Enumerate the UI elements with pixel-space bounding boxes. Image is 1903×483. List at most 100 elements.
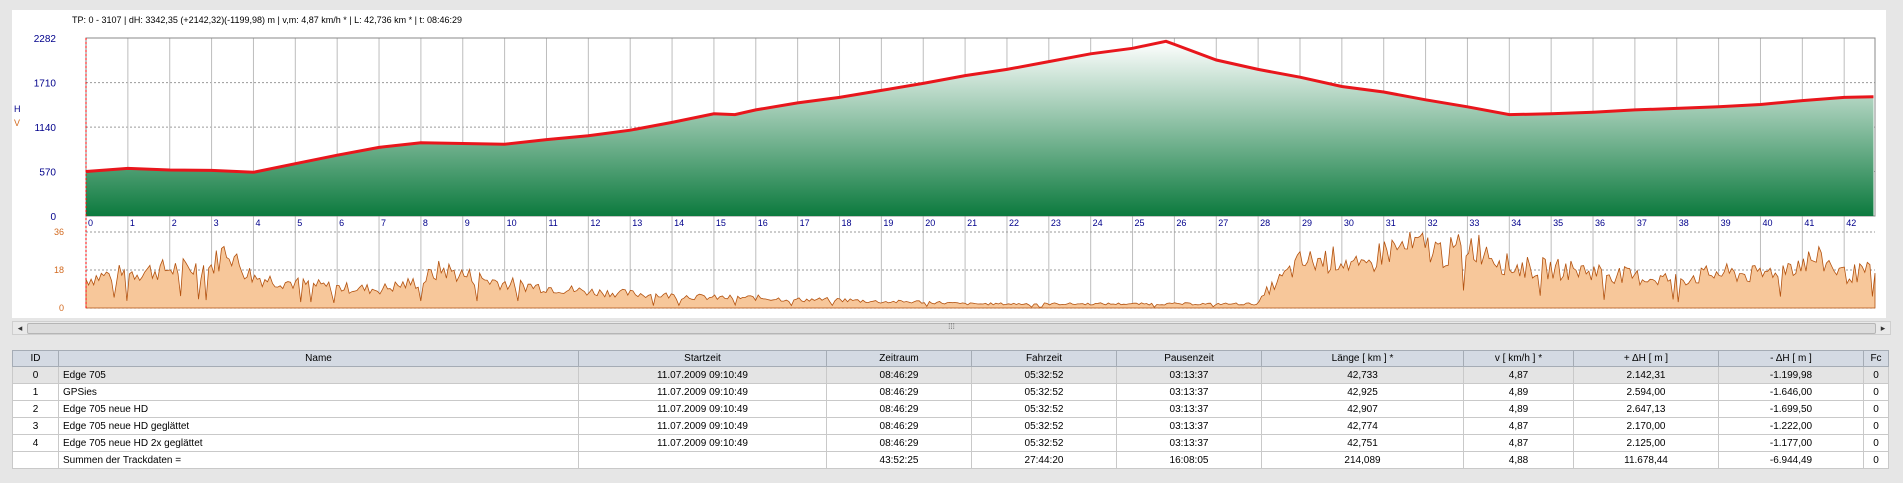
speed-y-tick-label: 18 <box>54 265 64 275</box>
table-cell <box>12 451 59 469</box>
x-tick-label: 38 <box>1679 218 1689 228</box>
x-tick-label: 4 <box>255 218 260 228</box>
table-cell: 42,907 <box>1261 400 1464 418</box>
column-header[interactable]: Länge [ km ] * <box>1261 350 1464 367</box>
x-tick-label: 19 <box>883 218 893 228</box>
x-tick-label: 29 <box>1302 218 1312 228</box>
table-cell: 2.142,31 <box>1573 366 1719 384</box>
column-header[interactable]: Startzeit <box>578 350 827 367</box>
y-tick-label: 1140 <box>34 123 56 134</box>
table-cell: 27:44:20 <box>971 451 1117 469</box>
table-cell: -1.699,50 <box>1718 400 1864 418</box>
table-row[interactable]: 4 Edge 705 neue HD 2x geglättet 11.07.2009… <box>12 434 1889 452</box>
column-header[interactable]: Zeitraum <box>826 350 972 367</box>
column-header[interactable]: Fahrzeit <box>971 350 1117 367</box>
table-cell: 3 <box>12 417 59 435</box>
table-cell: 0 <box>1863 434 1889 452</box>
x-tick-label: 10 <box>507 218 517 228</box>
elevation-area <box>86 41 1874 216</box>
chart-scrollbar[interactable]: ◂ ⁞⁞⁞ ▸ <box>12 321 1891 335</box>
x-tick-label: 11 <box>548 218 557 228</box>
table-cell: 03:13:37 <box>1116 434 1262 452</box>
table-cell: 2 <box>12 400 59 418</box>
column-header[interactable]: v [ km/h ] * <box>1463 350 1574 367</box>
table-cell: Edge 705 neue HD 2x geglättet <box>58 434 579 452</box>
table-row[interactable]: 1 GPSies 11.07.2009 09:10:49 08:46:29 05:32:… <box>12 383 1889 401</box>
column-header[interactable]: - ΔH [ m ] <box>1718 350 1864 367</box>
table-cell: 05:32:52 <box>971 366 1117 384</box>
table-cell: 42,733 <box>1261 366 1464 384</box>
y-tick-label: 0 <box>50 212 56 223</box>
column-header[interactable]: + ΔH [ m ] <box>1573 350 1719 367</box>
axis-label-h: H <box>14 104 21 114</box>
x-tick-label: 22 <box>1009 218 1019 228</box>
table-cell: 11.07.2009 09:10:49 <box>578 434 827 452</box>
x-tick-label: 23 <box>1051 218 1061 228</box>
table-cell: -6.944,49 <box>1718 451 1864 469</box>
table-cell: 08:46:29 <box>826 417 972 435</box>
speed-y-tick-label: 36 <box>54 227 64 237</box>
x-tick-label: 1 <box>130 218 135 228</box>
scroll-thumb[interactable]: ⁞⁞⁞ <box>27 322 1876 334</box>
scroll-left-arrow-icon[interactable]: ◂ <box>17 323 23 333</box>
table-cell: 03:13:37 <box>1116 417 1262 435</box>
x-tick-label: 13 <box>632 218 642 228</box>
y-tick-label: 570 <box>39 168 56 179</box>
table-row[interactable]: 3 Edge 705 neue HD geglättet 11.07.2009 09… <box>12 417 1889 435</box>
table-cell: 4,89 <box>1463 400 1574 418</box>
table-cell: 08:46:29 <box>826 434 972 452</box>
table-cell: 11.07.2009 09:10:49 <box>578 400 827 418</box>
x-tick-label: 30 <box>1344 218 1354 228</box>
x-tick-label: 16 <box>758 218 768 228</box>
table-cell: 05:32:52 <box>971 417 1117 435</box>
track-status-line: TP: 0 - 3107 | dH: 3342,35 (+2142,32)(-1… <box>72 15 462 25</box>
x-tick-label: 8 <box>423 218 428 228</box>
table-cell: 2.125,00 <box>1573 434 1719 452</box>
speed-y-ticks: 36 18 0 <box>54 227 64 313</box>
x-tick-label: 14 <box>674 218 684 228</box>
x-tick-label: 36 <box>1595 218 1605 228</box>
table-cell: 05:32:52 <box>971 383 1117 401</box>
table-cell: -1.199,98 <box>1718 366 1864 384</box>
x-tick-label: 35 <box>1553 218 1563 228</box>
x-tick-label: 21 <box>967 218 977 228</box>
x-tick-label: 15 <box>716 218 726 228</box>
column-header[interactable]: Pausenzeit <box>1116 350 1262 367</box>
table-row[interactable]: Summen der Trackdaten = 43:52:25 27:44:20 1… <box>12 451 1889 469</box>
table-row[interactable]: 0 Edge 705 11.07.2009 09:10:49 08:46:29 05:3… <box>12 366 1889 384</box>
table-header-row: ID Name Startzeit Zeitraum Fahrzeit Pausenzei… <box>12 350 1889 367</box>
x-tick-label: 33 <box>1469 218 1479 228</box>
table-cell: 42,925 <box>1261 383 1464 401</box>
column-header[interactable]: Name <box>58 350 579 367</box>
table-cell: 42,751 <box>1261 434 1464 452</box>
table-cell: 08:46:29 <box>826 400 972 418</box>
column-header[interactable]: ID <box>12 350 59 367</box>
table-cell: 11.678,44 <box>1573 451 1719 469</box>
table-cell: 4,88 <box>1463 451 1574 469</box>
table-cell: 08:46:29 <box>826 383 972 401</box>
table-cell: 1 <box>12 383 59 401</box>
x-tick-label: 37 <box>1637 218 1647 228</box>
table-cell: 4,87 <box>1463 366 1574 384</box>
scroll-right-arrow-icon[interactable]: ▸ <box>1880 323 1886 333</box>
x-tick-label: 40 <box>1762 218 1772 228</box>
x-tick-label: 32 <box>1428 218 1438 228</box>
table-row[interactable]: 2 Edge 705 neue HD 11.07.2009 09:10:49 08:4… <box>12 400 1889 418</box>
x-tick-label: 20 <box>925 218 935 228</box>
table-cell: 03:13:37 <box>1116 383 1262 401</box>
table-cell: GPSies <box>58 383 579 401</box>
x-tick-label: 5 <box>297 218 302 228</box>
table-cell: 0 <box>1863 366 1889 384</box>
table-cell <box>578 451 827 469</box>
table-cell: 4,87 <box>1463 417 1574 435</box>
table-cell: 08:46:29 <box>826 366 972 384</box>
track-table: ID Name Startzeit Zeitraum Fahrzeit Pausenzei… <box>12 350 1889 469</box>
column-header[interactable]: Fc <box>1863 350 1889 367</box>
x-tick-label: 41 <box>1804 218 1814 228</box>
x-tick-label: 27 <box>1218 218 1228 228</box>
table-cell: -1.177,00 <box>1718 434 1864 452</box>
table-cell: 2.170,00 <box>1573 417 1719 435</box>
x-tick-label: 0 <box>88 218 93 228</box>
table-cell: Edge 705 neue HD <box>58 400 579 418</box>
